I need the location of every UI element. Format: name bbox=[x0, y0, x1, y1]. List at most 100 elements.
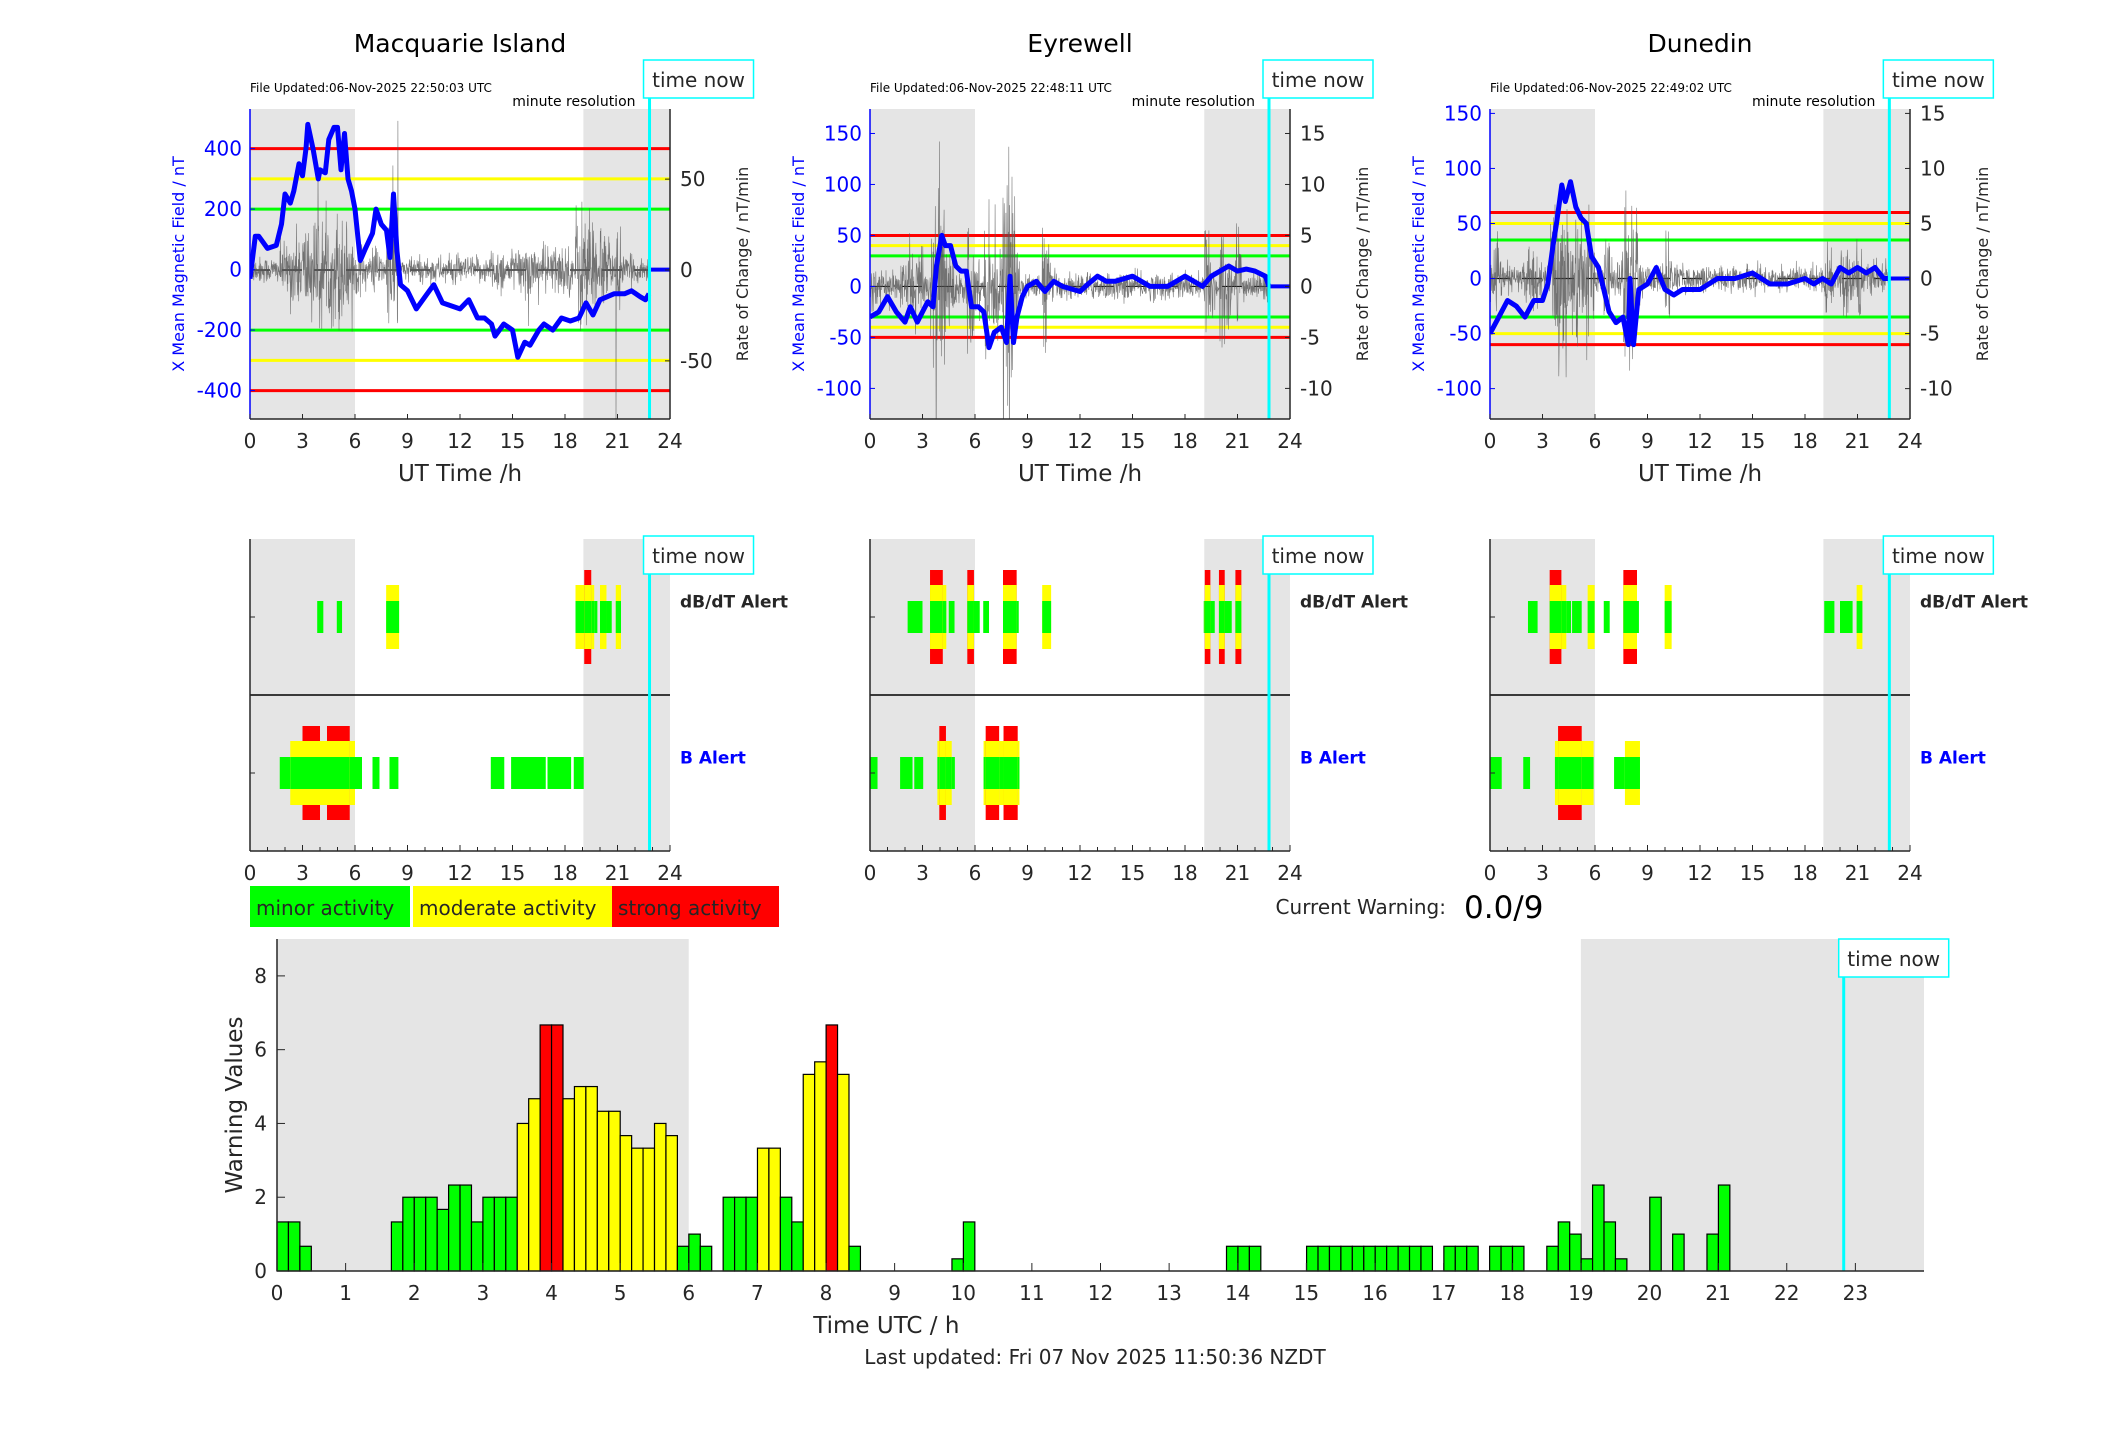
dbdt-alert-block-minor bbox=[967, 601, 974, 633]
x-tick-label: 3 bbox=[296, 861, 309, 885]
station-title: Macquarie Island bbox=[354, 29, 567, 58]
warning-bar bbox=[814, 1061, 827, 1272]
dbdt-alert-block-minor bbox=[575, 601, 585, 633]
warning-bar bbox=[722, 1196, 736, 1272]
y-tick-label: 400 bbox=[204, 137, 242, 161]
legend-swatch-minor bbox=[250, 886, 410, 927]
x-tick-label: 18 bbox=[1172, 429, 1197, 453]
resolution-label: minute resolution bbox=[512, 94, 635, 110]
warning-bar bbox=[299, 1245, 312, 1272]
b-alert-block-minor bbox=[279, 757, 291, 789]
x-tick-label: 3 bbox=[916, 861, 929, 885]
warning-bar bbox=[413, 1196, 427, 1272]
b-alert-block-minor bbox=[1558, 757, 1582, 789]
right-y-tick-label: 0 bbox=[680, 258, 693, 282]
warning-values-chart: 0 1 2 3 4 5 6 7 8 9 10 11 12 13 14 15 16 17 18 19 20 21 22 2302… bbox=[222, 938, 1950, 1339]
x-tick-label: 21 bbox=[1845, 861, 1870, 885]
b-alert-block-minor bbox=[320, 757, 327, 789]
b-alert-block-minor bbox=[1614, 757, 1625, 789]
right-y-tick-label: -50 bbox=[680, 349, 713, 373]
x-axis-label: UT Time /h bbox=[1018, 461, 1142, 487]
dbdt-alert-block-minor bbox=[1572, 601, 1582, 633]
right-y-tick-label: 0 bbox=[1300, 274, 1313, 298]
dbdt-alert-block-minor bbox=[1664, 601, 1672, 633]
x-tick-label: 18 bbox=[552, 861, 577, 885]
warning-bar bbox=[1717, 1184, 1731, 1272]
legend-label: strong activity bbox=[618, 896, 762, 920]
warning-bar bbox=[1614, 1258, 1628, 1272]
x-tick-label: 18 bbox=[1172, 861, 1197, 885]
warning-bar bbox=[619, 1135, 633, 1272]
y-axis-label: Warning Values bbox=[222, 1016, 248, 1193]
x-tick-label: 24 bbox=[1897, 429, 1922, 453]
time-now-box: time now bbox=[1262, 535, 1374, 575]
warning-bar bbox=[653, 1122, 667, 1272]
right-y-tick-label: 5 bbox=[1920, 211, 1933, 235]
b-alert-block-minor bbox=[900, 757, 913, 789]
dbdt-alert-block-minor bbox=[1016, 601, 1019, 633]
dbdt-alert-block-minor bbox=[942, 601, 947, 633]
x-tick-label: 0 bbox=[864, 429, 877, 453]
warning-bar bbox=[482, 1196, 495, 1272]
x-tick-label: 3 bbox=[1536, 861, 1549, 885]
x-tick-label: 1 bbox=[339, 1281, 352, 1305]
x-tick-label: 0 bbox=[271, 1281, 284, 1305]
x-tick-label: 5 bbox=[614, 1281, 627, 1305]
dbdt-alert-block-minor bbox=[1561, 601, 1567, 633]
file-updated-text: File Updated:06-Nov-2025 22:49:02 UTC bbox=[1490, 81, 1732, 95]
x-tick-label: 0 bbox=[864, 861, 877, 885]
x-tick-label: 3 bbox=[1536, 429, 1549, 453]
warning-bar bbox=[1225, 1245, 1239, 1272]
x-tick-label: 6 bbox=[349, 861, 362, 885]
b-alert-block-minor bbox=[939, 757, 946, 789]
x-tick-label: 24 bbox=[1277, 429, 1302, 453]
x-tick-label: 6 bbox=[682, 1281, 695, 1305]
x-tick-label: 21 bbox=[605, 861, 630, 885]
x-tick-label: 3 bbox=[916, 429, 929, 453]
warning-bar bbox=[596, 1110, 610, 1272]
dbdt-alert-block-minor bbox=[1824, 601, 1835, 633]
time-now-box: time now bbox=[1882, 535, 1995, 575]
b-alert-label: B Alert bbox=[680, 749, 746, 769]
file-updated-text: File Updated:06-Nov-2025 22:50:03 UTC bbox=[250, 81, 492, 95]
x-tick-label: 3 bbox=[477, 1281, 490, 1305]
y-tick-label: 0 bbox=[849, 274, 862, 298]
b-alert-block-minor bbox=[349, 757, 355, 789]
warning-bar bbox=[608, 1110, 621, 1272]
x-tick-label: 14 bbox=[1225, 1281, 1250, 1305]
b-alert-label: B Alert bbox=[1920, 749, 1986, 769]
warning-bar bbox=[688, 1233, 701, 1272]
warning-bar bbox=[1374, 1245, 1388, 1272]
b-alert-block-minor bbox=[355, 757, 362, 789]
warning-bar bbox=[1305, 1245, 1319, 1272]
x-tick-label: 10 bbox=[951, 1281, 976, 1305]
right-y-tick-label: 15 bbox=[1300, 121, 1325, 145]
x-tick-label: 9 bbox=[401, 861, 414, 885]
x-tick-label: 6 bbox=[1589, 429, 1602, 453]
x-tick-label: 24 bbox=[1277, 861, 1302, 885]
x-tick-label: 9 bbox=[1021, 429, 1034, 453]
warning-bar bbox=[1649, 1196, 1662, 1272]
dbdt-alert-block-minor bbox=[930, 601, 943, 633]
dbdt-alert-block-minor bbox=[1210, 601, 1215, 633]
x-tick-label: 12 bbox=[1067, 861, 1092, 885]
warning-bar bbox=[768, 1147, 781, 1272]
warning-bar bbox=[1351, 1245, 1365, 1272]
dbdt-alert-block-minor bbox=[973, 601, 980, 633]
x-tick-label: 12 bbox=[1687, 429, 1712, 453]
x-tick-label: 21 bbox=[1225, 861, 1250, 885]
time-now-box: time now bbox=[1262, 59, 1374, 99]
dbdt-alert-block-minor bbox=[606, 601, 612, 633]
warning-bar bbox=[825, 1024, 839, 1272]
rate-of-change-trace bbox=[250, 120, 650, 419]
x-tick-label: 12 bbox=[1687, 861, 1712, 885]
warning-bar bbox=[1557, 1221, 1571, 1272]
dbdt-alert-block-minor bbox=[386, 601, 400, 633]
dbdt-alert-block-minor bbox=[1003, 601, 1017, 633]
alert-panel-dunedin: 0 3 6 9 12 15 18 21 24 dB/dT Alert B Alert time now bbox=[1484, 535, 2028, 885]
y-tick-label: 100 bbox=[824, 172, 862, 196]
warning-bar bbox=[390, 1221, 404, 1272]
right-y-tick-label: 10 bbox=[1300, 172, 1325, 196]
x-tick-label: 17 bbox=[1431, 1281, 1456, 1305]
dbdt-alert-block-minor bbox=[983, 601, 989, 633]
